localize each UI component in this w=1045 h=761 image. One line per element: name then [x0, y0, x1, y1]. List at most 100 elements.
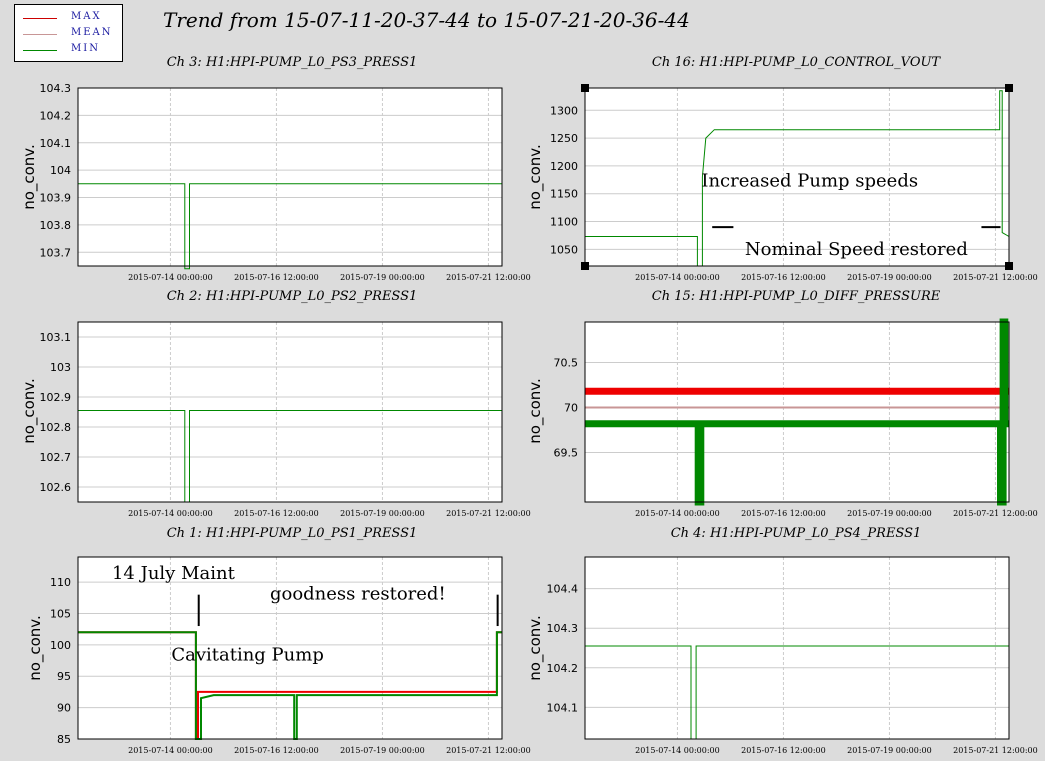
y-tick-label: 104 — [50, 164, 71, 177]
y-axis-label: no_conv. — [20, 144, 38, 210]
chart-title: Ch 4: H1:HPI-PUMP_L0_PS4_PRESS1 — [670, 526, 922, 541]
plot-border — [584, 556, 1010, 740]
legend-swatch — [23, 34, 57, 35]
y-tick-label: 102.9 — [40, 391, 72, 404]
y-tick-label: 70.5 — [554, 357, 579, 370]
y-tick-label: 1300 — [550, 104, 578, 117]
plot-area — [585, 322, 1009, 502]
x-tick-label: 2015-07-14 00:00:00 — [635, 273, 720, 282]
annotation: Nominal Speed restored — [745, 239, 968, 260]
y-axis-label: no_conv. — [526, 378, 544, 444]
chart-ch16: 1050 1100 1150 1200 1250 1300 2015-07-14 00:00… — [550, 84, 1038, 282]
x-tick-label: 2015-07-21 12:00:00 — [446, 746, 531, 755]
y-tick-label: 1150 — [550, 188, 578, 201]
chart-title: Ch 2: H1:HPI-PUMP_L0_PS2_PRESS1 — [166, 289, 418, 304]
chart-ch1: 85 90 95 100 105 110 2015-07-14 00:00:00 2015-0… — [50, 556, 531, 755]
y-tick-label: 103.8 — [40, 219, 72, 232]
y-tick-label: 69.5 — [554, 447, 579, 460]
y-tick-label: 103.7 — [40, 246, 72, 259]
annotation: Cavitating Pump — [171, 645, 324, 666]
y-tick-label: 102.7 — [40, 451, 72, 464]
legend: MAX MEAN MIN — [14, 4, 123, 62]
y-tick-label: 103 — [50, 361, 71, 374]
plot-area — [78, 557, 502, 739]
chart-title: Ch 15: H1:HPI-PUMP_L0_DIFF_PRESSURE — [651, 289, 941, 304]
x-tick-label: 2015-07-16 12:00:00 — [741, 746, 826, 755]
x-tick-label: 2015-07-21 12:00:00 — [446, 273, 531, 282]
y-tick-label: 90 — [57, 702, 71, 715]
x-tick-label: 2015-07-19 00:00:00 — [340, 273, 425, 282]
chart-ch4: 104.1 104.2 104.3 104.4 2015-07-14 00:00:00 2… — [547, 556, 1038, 755]
x-tick-label: 2015-07-19 00:00:00 — [340, 746, 425, 755]
y-tick-label: 85 — [57, 733, 71, 746]
x-tick-label: 2015-07-19 00:00:00 — [847, 746, 932, 755]
legend-label: MAX — [71, 11, 102, 22]
plot-border — [584, 321, 1010, 503]
y-tick-label: 102.6 — [40, 481, 72, 494]
plot-area — [78, 322, 502, 502]
x-tick-label: 2015-07-21 12:00:00 — [953, 273, 1038, 282]
y-tick-label: 102.8 — [40, 421, 72, 434]
y-tick-label: 104.3 — [40, 82, 72, 95]
y-tick-label: 100 — [50, 639, 71, 652]
y-tick-label: 104.4 — [547, 583, 579, 596]
y-axis-label: no_conv. — [20, 378, 38, 444]
y-tick-label: 104.1 — [40, 137, 72, 150]
chart-ch2: 102.6 102.7 102.8 102.9 103 103.1 2015-07-14 0… — [40, 321, 531, 518]
x-tick-label: 2015-07-21 12:00:00 — [446, 509, 531, 518]
chart-ch15: 69.5 70 70.5 2015-07-14 00:00:00 2015-07-16 … — [554, 318, 1038, 518]
y-tick-label: 104.1 — [547, 701, 579, 714]
x-tick-label: 2015-07-19 00:00:00 — [847, 273, 932, 282]
plot-border — [77, 556, 503, 740]
x-tick-label: 2015-07-14 00:00:00 — [635, 746, 720, 755]
y-tick-label: 70 — [564, 402, 578, 415]
x-tick-label: 2015-07-16 12:00:00 — [741, 509, 826, 518]
plot-area — [585, 557, 1009, 739]
plot-border — [77, 321, 503, 503]
annotation: 14 July Maint — [112, 563, 236, 584]
page-title: Trend from 15-07-11-20-37-44 to 15-07-21… — [163, 8, 690, 32]
y-axis-label: no_conv. — [526, 615, 544, 681]
legend-label: MIN — [71, 43, 100, 54]
x-tick-label: 2015-07-16 12:00:00 — [234, 273, 319, 282]
chart-title: Ch 16: H1:HPI-PUMP_L0_CONTROL_VOUT — [651, 55, 941, 70]
plot-border — [77, 87, 503, 267]
x-tick-label: 2015-07-21 12:00:00 — [953, 746, 1038, 755]
x-tick-label: 2015-07-19 00:00:00 — [847, 509, 932, 518]
chart-title: Ch 1: H1:HPI-PUMP_L0_PS1_PRESS1 — [166, 526, 418, 541]
y-tick-label: 105 — [50, 607, 71, 620]
y-tick-label: 1200 — [550, 160, 578, 173]
y-tick-label: 95 — [57, 670, 71, 683]
y-tick-label: 1100 — [550, 216, 578, 229]
x-tick-label: 2015-07-14 00:00:00 — [128, 509, 213, 518]
series-line — [585, 318, 1009, 506]
y-tick-label: 104.2 — [40, 109, 72, 122]
x-tick-label: 2015-07-16 12:00:00 — [234, 509, 319, 518]
x-tick-label: 2015-07-14 00:00:00 — [635, 509, 720, 518]
chart-ch3: 103.7 103.8 103.9 104 104.1 104.2 104.3 2015-07… — [40, 82, 531, 282]
y-tick-label: 110 — [50, 576, 71, 589]
y-tick-label: 104.3 — [547, 622, 579, 635]
x-tick-label: 2015-07-16 12:00:00 — [234, 746, 319, 755]
x-tick-label: 2015-07-14 00:00:00 — [128, 746, 213, 755]
annotation: goodness restored! — [270, 584, 446, 605]
chart-title: Ch 3: H1:HPI-PUMP_L0_PS3_PRESS1 — [166, 55, 418, 70]
x-tick-label: 2015-07-21 12:00:00 — [953, 509, 1038, 518]
y-tick-label: 1250 — [550, 132, 578, 145]
y-axis-label: no_conv. — [526, 144, 544, 210]
plot-border — [584, 87, 1010, 267]
plot-area — [78, 88, 502, 266]
legend-swatch — [23, 18, 57, 19]
x-tick-label: 2015-07-14 00:00:00 — [128, 273, 213, 282]
y-axis-label: no_conv. — [26, 615, 44, 681]
x-tick-label: 2015-07-19 00:00:00 — [340, 509, 425, 518]
legend-swatch — [23, 50, 57, 51]
x-tick-label: 2015-07-16 12:00:00 — [741, 273, 826, 282]
legend-label: MEAN — [71, 27, 113, 38]
series-line — [78, 183, 502, 270]
y-tick-label: 103.1 — [40, 331, 72, 344]
y-tick-label: 1050 — [550, 243, 578, 256]
y-tick-label: 104.2 — [547, 662, 579, 675]
annotation: Increased Pump speeds — [701, 170, 918, 191]
y-tick-label: 103.9 — [40, 192, 72, 205]
